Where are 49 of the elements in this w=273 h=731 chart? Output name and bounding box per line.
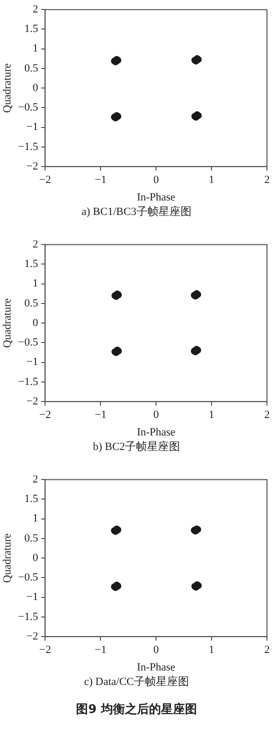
y-tick-label: 2 — [32, 3, 38, 16]
x-tick-label: −1 — [94, 409, 106, 422]
x-tick-label: 0 — [153, 409, 160, 422]
y-tick-label: 1 — [32, 42, 38, 55]
y-tick-label: 1.5 — [24, 258, 39, 270]
y-tick-label: −2 — [26, 160, 38, 172]
x-axis-title: In-Phase — [136, 191, 176, 204]
y-tick-label: −0.5 — [18, 102, 39, 114]
x-tick-label: −1 — [94, 644, 106, 656]
y-tick-label: 0.5 — [24, 532, 39, 544]
y-tick-label: −2 — [26, 395, 38, 408]
y-tick-label: 1 — [32, 512, 38, 525]
x-tick-label: 1 — [208, 174, 214, 186]
text: a) BC1/BC3子帧星座图 — [80, 205, 192, 219]
y-tick-label: −1.5 — [18, 140, 39, 153]
y-tick-label: −0.5 — [18, 572, 39, 584]
y-tick-label: 0.5 — [24, 297, 39, 310]
y-tick-label: 2 — [32, 238, 38, 250]
x-axis-title: In-Phase — [136, 426, 176, 438]
y-tick-label: 0 — [32, 316, 39, 329]
y-axis-title: Quadrature — [1, 533, 14, 583]
x-tick-label: 0 — [153, 174, 160, 186]
y-tick-label: 1 — [32, 278, 38, 290]
y-axis-title: Quadrature — [1, 63, 14, 113]
y-tick-label: 0.5 — [24, 62, 39, 74]
y-axis-title: Quadrature — [1, 298, 14, 348]
text: b) BC2子帧星座图 — [92, 440, 182, 454]
y-tick-label: −0.5 — [18, 336, 39, 349]
caption: 图9 均衡之后的星座图 — [75, 701, 198, 718]
x-tick-label: 1 — [208, 409, 214, 422]
x-tick-label: 2 — [264, 644, 270, 656]
y-tick-label: 0 — [32, 82, 39, 94]
x-axis-title: In-Phase — [136, 661, 176, 674]
y-tick-label: −1.5 — [18, 376, 39, 388]
y-tick-label: −2 — [26, 630, 38, 642]
y-tick-label: −1 — [26, 121, 38, 134]
y-tick-label: −1 — [26, 356, 38, 368]
x-tick-label: 2 — [264, 174, 270, 186]
text: c) Data/CC子帧星座图 — [83, 675, 190, 689]
x-tick-label: 1 — [208, 644, 214, 656]
y-tick-label: −1 — [26, 591, 38, 604]
x-tick-label: 2 — [264, 409, 270, 422]
x-tick-label: −1 — [94, 174, 106, 186]
y-tick-label: −1.5 — [18, 610, 39, 623]
y-tick-label: 1.5 — [24, 493, 39, 506]
y-tick-label: 2 — [32, 473, 38, 486]
x-tick-label: 0 — [153, 644, 160, 656]
y-tick-label: 1.5 — [24, 23, 39, 36]
y-tick-label: 0 — [32, 552, 39, 564]
